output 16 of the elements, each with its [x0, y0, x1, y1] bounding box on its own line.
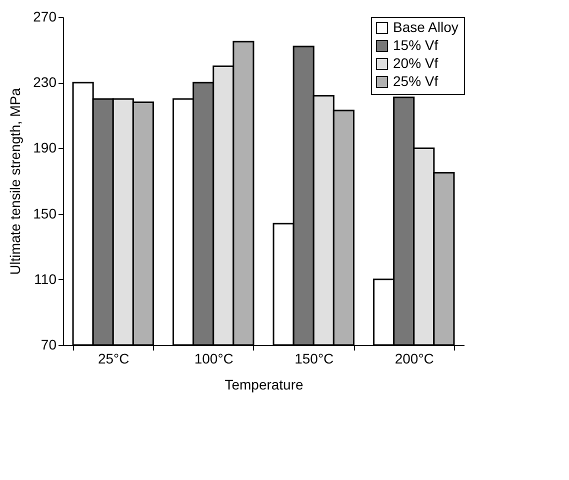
y-axis-title: Ultimate tensile strength, MPa — [7, 88, 24, 275]
y-tick-label: 190 — [33, 140, 57, 156]
legend-label: 25% Vf — [393, 73, 438, 89]
legend-label: 15% Vf — [393, 37, 438, 53]
x-axis-title: Temperature — [224, 376, 304, 392]
y-tick-label: 270 — [33, 8, 57, 24]
legend-label: 20% Vf — [393, 55, 438, 71]
y-tick-label: 150 — [33, 205, 57, 222]
y-tick-label: 110 — [34, 270, 57, 287]
x-tick-label: 100°C — [194, 350, 234, 366]
y-tick-label: 70 — [40, 336, 57, 352]
x-tick-label: 200°C — [394, 350, 434, 366]
x-tick-label: 150°C — [294, 350, 334, 366]
x-tick-label: 25°C — [98, 350, 130, 366]
y-tick-label: 230 — [33, 74, 57, 90]
legend-label: Base Alloy — [393, 19, 458, 35]
